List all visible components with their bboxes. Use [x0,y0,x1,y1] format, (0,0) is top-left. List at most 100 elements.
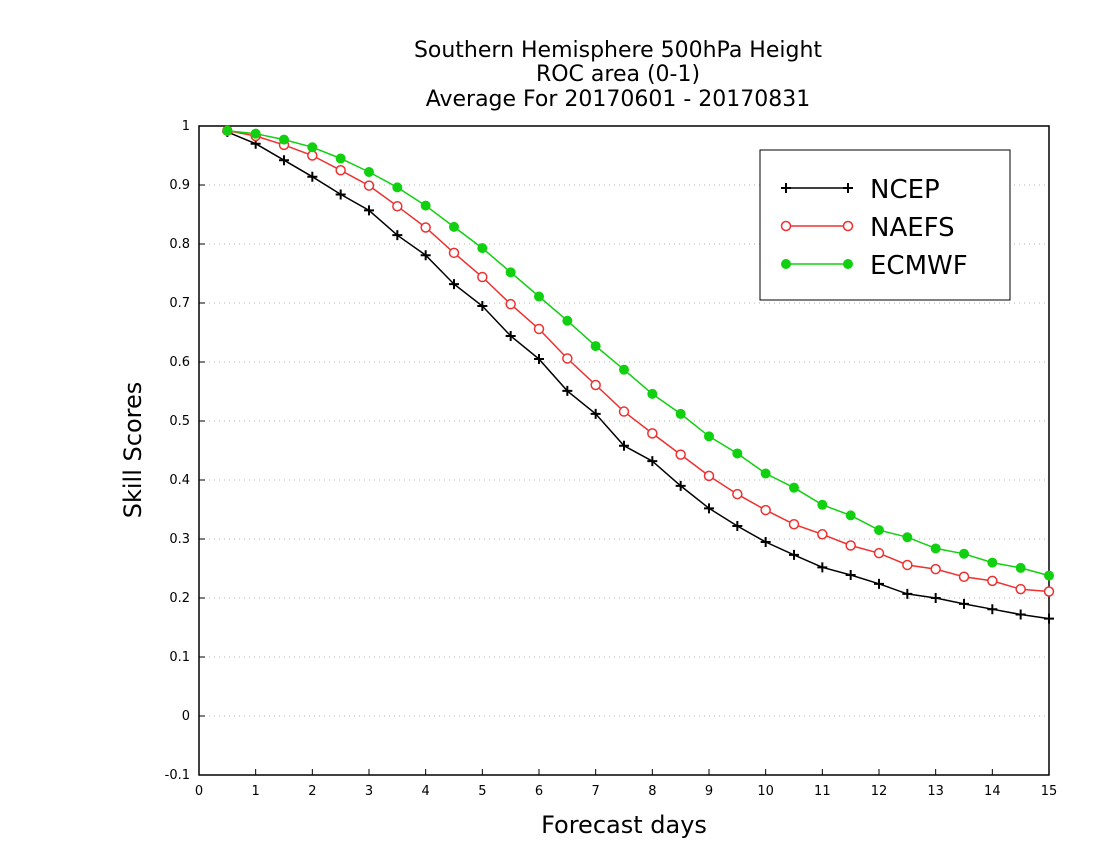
data-point-naefs [732,488,743,500]
legend-marker-ncep [781,183,791,193]
legend-label-ncep: NCEP [870,175,940,205]
x-tick-label: 0 [195,784,203,799]
data-point-ecmwf [562,315,573,326]
title-line-3: Average For 20170601 - 20170831 [426,87,811,112]
x-tick-label: 13 [927,784,944,799]
title-line-1: Southern Hemisphere 500hPa Height [414,38,822,63]
data-point-ecmwf [477,243,488,254]
y-tick-label: 0.5 [169,414,190,429]
data-point-naefs [590,379,601,391]
data-point-ncep [874,578,884,589]
data-point-ecmwf [817,499,828,510]
data-point-ecmwf [930,543,941,554]
data-point-ncep [477,300,488,311]
x-tick-label: 2 [308,784,316,799]
series-line-ecmwf [227,129,1050,577]
data-point-naefs [533,323,545,335]
x-tick-label: 10 [757,784,774,799]
data-point-ecmwf [845,510,856,521]
data-point-ncep [845,569,856,580]
data-point-ncep [534,354,544,365]
data-point-naefs [335,165,346,176]
data-point-ncep [704,503,714,514]
data-point-ncep [760,536,771,547]
data-point-naefs [788,519,800,530]
data-point-naefs [1015,583,1026,595]
data-point-ecmwf [647,388,658,399]
data-point-ecmwf [675,408,686,419]
x-tick-label: 15 [1041,784,1058,799]
data-point-naefs [760,504,771,516]
data-point-ncep [902,588,913,599]
x-tick-label: 14 [984,784,1001,799]
y-axis-title: Skill Scores [119,382,147,519]
data-point-naefs [618,406,630,417]
x-tick-label: 5 [478,784,486,799]
axes: -0.100.10.20.30.40.50.60.70.80.910 1 2 3 4 5 6… [165,119,1058,799]
data-point-ncep [307,171,318,182]
x-tick-label: 12 [871,784,888,799]
data-point-ecmwf [959,548,969,559]
data-point-naefs [703,470,715,482]
data-point-ncep [619,440,629,451]
series-naefs [222,125,1055,597]
y-tick-label: -0.1 [165,768,190,783]
data-point-ecmwf [1044,570,1054,581]
data-point-ecmwf [732,448,743,459]
data-point-ecmwf [505,267,516,278]
data-point-ecmwf [1015,562,1026,573]
data-point-naefs [873,547,885,559]
data-point-naefs [930,563,941,575]
data-point-ncep [392,230,403,241]
data-point-naefs [987,575,998,587]
data-point-ncep [562,385,573,396]
y-tick-label: 0.6 [169,355,190,370]
data-point-ncep [449,279,459,290]
data-point-ncep [959,598,969,609]
data-point-ncep [420,250,431,261]
data-point-naefs [675,449,686,460]
y-tick-label: 0.7 [169,296,190,311]
x-tick-label: 1 [252,784,260,799]
data-point-ncep [364,205,374,216]
y-tick-label: 0.1 [169,650,190,665]
data-point-ncep [279,155,289,166]
data-point-ecmwf [789,482,799,493]
data-point-ecmwf [987,557,998,568]
legend-marker-ncep [843,183,853,193]
data-point-naefs [562,353,573,364]
data-point-ecmwf [392,182,403,193]
x-tick-label: 4 [422,784,430,799]
plot-frame [198,125,1050,776]
data-point-ncep [505,331,516,342]
data-point-ecmwf [250,128,261,139]
data-point-naefs [845,540,856,551]
data-point-ecmwf [760,468,771,479]
data-point-ncep [335,189,346,200]
legend-marker-ecmwf [843,259,853,269]
x-tick-label: 3 [365,784,373,799]
legend-box [759,149,1011,301]
data-point-ecmwf [704,431,714,442]
y-tick-label: 0.9 [169,178,190,193]
y-tick-label: 0.8 [169,237,190,252]
legend-marker-ecmwf [781,259,791,269]
data-point-ncep [987,604,998,615]
data-point-ecmwf [335,153,346,164]
y-tick-label: 1 [182,119,190,134]
x-tick-label: 6 [535,784,543,799]
y-tick-label: 0.2 [169,591,190,606]
data-point-ncep [817,562,828,573]
y-tick-label: 0.4 [169,473,190,488]
data-point-ecmwf [534,291,544,302]
chart-title: Southern Hemisphere 500hPa Height ROC ar… [414,38,822,112]
data-point-ecmwf [364,167,374,178]
x-tick-label: 7 [592,784,600,799]
data-point-ecmwf [279,134,289,145]
data-point-ncep [789,549,799,560]
x-tick-label: 11 [814,784,831,799]
data-point-ecmwf [420,200,431,211]
series-lines [222,125,1055,624]
data-point-naefs [817,529,828,540]
